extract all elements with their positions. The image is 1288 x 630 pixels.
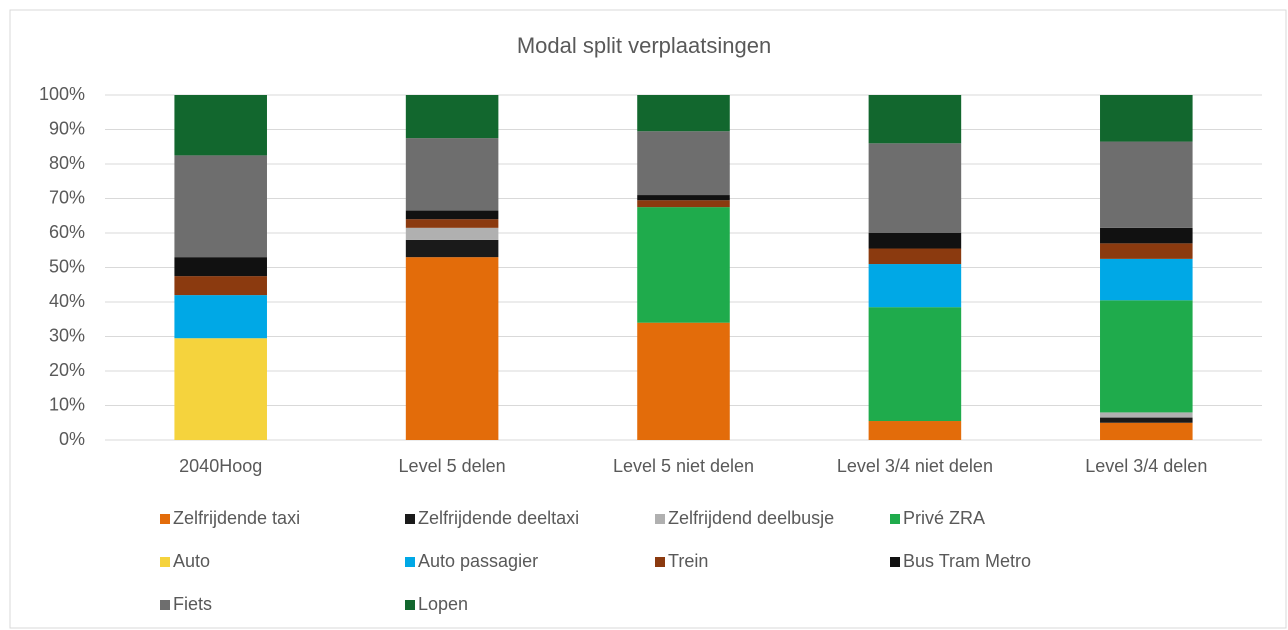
bar-segment	[405, 219, 499, 228]
bar-segment	[868, 307, 962, 422]
legend-label: Zelfrijdend deelbusje	[668, 508, 834, 528]
bar-segment	[174, 95, 267, 156]
x-tick-label: Level 5 delen	[399, 456, 506, 476]
x-tick-label: 2040Hoog	[179, 456, 262, 476]
legend-swatch	[405, 600, 415, 610]
bar-segment	[1100, 227, 1193, 244]
legend-swatch	[405, 557, 415, 567]
legend-label: Zelfrijdende taxi	[173, 508, 300, 528]
legend-label: Lopen	[418, 594, 468, 614]
legend-label: Auto passagier	[418, 551, 538, 571]
x-tick-label: Level 3/4 niet delen	[837, 456, 993, 476]
y-tick-label: 30%	[49, 325, 85, 345]
bar-segment	[174, 276, 267, 296]
chart-title: Modal split verplaatsingen	[517, 33, 771, 58]
bar-segment	[405, 95, 499, 139]
legend-label: Fiets	[173, 594, 212, 614]
bar-segment	[174, 155, 267, 258]
bar-segment	[405, 210, 499, 220]
legend-label: Trein	[668, 551, 708, 571]
bar-segment	[174, 257, 267, 277]
bar-segment	[637, 322, 730, 440]
y-tick-label: 100%	[39, 84, 85, 104]
legend-swatch	[160, 514, 170, 524]
bar-segment	[1100, 422, 1193, 440]
legend-swatch	[160, 600, 170, 610]
bar-segment	[637, 207, 730, 323]
legend-label: Bus Tram Metro	[903, 551, 1031, 571]
bar-segment	[405, 227, 499, 240]
y-tick-label: 70%	[49, 187, 85, 207]
y-tick-label: 80%	[49, 153, 85, 173]
legend-label: Auto	[173, 551, 210, 571]
bar-segment	[1100, 417, 1193, 423]
bar-segment	[637, 195, 730, 201]
bar-segment	[637, 131, 730, 196]
legend-swatch	[655, 514, 665, 524]
bar-segment	[174, 338, 267, 440]
bar-segment	[868, 233, 962, 249]
legend-swatch	[890, 514, 900, 524]
y-tick-label: 10%	[49, 394, 85, 414]
bar-segment	[1100, 141, 1193, 228]
bar-segment	[1100, 258, 1193, 301]
bar-segment	[405, 239, 499, 258]
bar-segment	[637, 200, 730, 208]
bar-segment	[868, 143, 962, 233]
y-tick-label: 40%	[49, 291, 85, 311]
legend-label: Zelfrijdende deeltaxi	[418, 508, 579, 528]
bar-segment	[1100, 300, 1193, 413]
bar-segment	[868, 264, 962, 308]
legend-swatch	[160, 557, 170, 567]
bar-segment	[1100, 95, 1193, 142]
y-tick-label: 20%	[49, 360, 85, 380]
bar-segment	[1100, 243, 1193, 259]
bar-segment	[637, 95, 730, 132]
bar-segment	[868, 95, 962, 144]
bar-segment	[405, 138, 499, 211]
legend-swatch	[890, 557, 900, 567]
x-tick-label: Level 5 niet delen	[613, 456, 754, 476]
y-tick-label: 0%	[59, 429, 85, 449]
legend-label: Privé ZRA	[903, 508, 985, 528]
y-tick-label: 50%	[49, 256, 85, 276]
bar-segment	[1100, 412, 1193, 418]
legend-swatch	[655, 557, 665, 567]
bar-segment	[174, 295, 267, 339]
bar-segment	[868, 421, 962, 440]
legend-swatch	[405, 514, 415, 524]
y-tick-label: 60%	[49, 222, 85, 242]
y-tick-label: 90%	[49, 118, 85, 138]
bar-segment	[868, 248, 962, 265]
x-tick-label: Level 3/4 delen	[1085, 456, 1207, 476]
bar-segment	[405, 257, 499, 440]
